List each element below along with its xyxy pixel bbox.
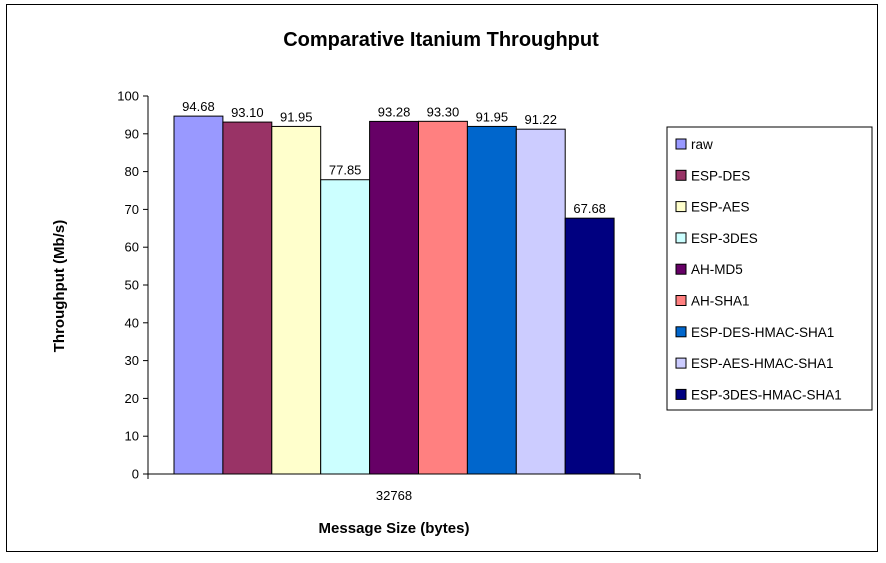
y-tick-label: 40 [125,315,139,330]
bar-esp-3des-hmac-sha1 [564,217,615,475]
legend-entry: raw [691,137,713,152]
y-tick-label: 50 [125,278,139,293]
y-tick-label: 100 [117,89,139,104]
legend-swatch [675,388,687,400]
bar-esp-des-hmac-sha1 [466,125,517,475]
data-label: 91.95 [280,109,313,124]
y-tick-label: 0 [132,467,139,482]
data-label: 93.10 [231,105,264,120]
y-axis-title: Throughput (Mb/s) [51,220,68,352]
data-label: 91.22 [524,112,557,127]
legend-swatch [675,295,687,306]
bar-esp-aes [271,125,322,475]
data-label: 67.68 [573,201,606,216]
y-tick-label: 20 [125,391,139,406]
y-tick-label: 30 [125,353,139,368]
plot-area: 0 10 20 30 40 50 60 70 80 90 100 94.68 93.10 91.95 77.… [117,89,641,503]
chart-title: Comparative Itanium Throughput [283,29,599,51]
legend-swatch [675,201,687,213]
y-tick-label: 80 [125,164,139,179]
x-tick-label: 32768 [376,488,412,503]
legend-swatch [675,138,687,150]
legend-swatch [675,263,687,275]
legend-entry: ESP-AES [691,200,750,215]
legend-swatch [675,326,687,338]
legend-entry: ESP-3DES [691,231,758,246]
legend: raw ESP-DES ESP-AES ESP-3DES AH-MD5 AH-SHA1 ES… [666,126,873,411]
legend-entry: ESP-3DES-HMAC-SHA1 [691,387,842,402]
y-tick-label: 90 [125,126,139,141]
bar-raw [173,115,224,475]
data-label: 94.68 [182,99,215,114]
data-label: 91.95 [476,109,509,124]
x-axis-title: Message Size (bytes) [319,520,470,537]
legend-swatch [675,169,687,181]
data-label: 93.28 [378,104,411,119]
legend-entry: AH-MD5 [691,262,743,277]
bar-ah-sha1 [418,120,468,475]
legend-entry: ESP-DES-HMAC-SHA1 [691,325,834,340]
legend-swatch [675,357,687,369]
y-tick-label: 70 [125,202,139,217]
bar-esp-aes-hmac-sha1 [515,128,566,475]
legend-box [666,126,873,411]
y-tick-label: 60 [125,240,139,255]
bar-ah-md5 [369,120,420,475]
legend-entry: ESP-DES [691,168,750,183]
bar-esp-3des [320,179,371,475]
legend-entry: AH-SHA1 [691,294,750,309]
y-tick-label: 10 [125,429,139,444]
legend-entry: ESP-AES-HMAC-SHA1 [691,356,834,371]
legend-swatch [675,232,687,244]
data-label: 77.85 [329,163,362,178]
bar-esp-des [222,121,273,475]
data-label: 93.30 [427,104,460,119]
